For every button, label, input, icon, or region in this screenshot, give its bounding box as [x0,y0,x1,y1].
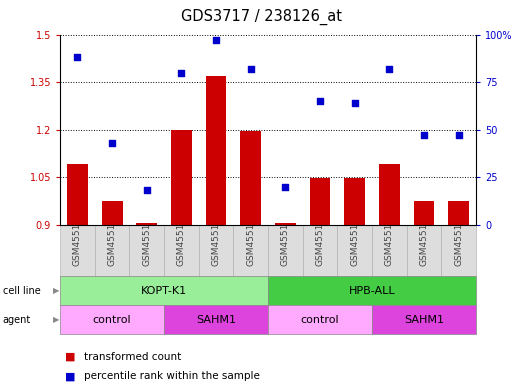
Text: percentile rank within the sample: percentile rank within the sample [84,371,259,381]
Text: GSM455122: GSM455122 [212,212,221,266]
Text: cell line: cell line [3,286,40,296]
Point [385,66,393,72]
Bar [310,179,331,225]
Bar [137,223,157,225]
Bar [414,201,434,225]
Text: agent: agent [3,314,31,325]
Text: SAHM1: SAHM1 [196,314,236,325]
Point [177,70,186,76]
Text: GSM455124: GSM455124 [385,212,394,266]
Bar [199,202,233,276]
Text: GSM455117: GSM455117 [142,212,151,266]
Point [108,140,116,146]
Bar [337,202,372,276]
Bar [441,202,476,276]
Point [281,184,290,190]
Text: GSM455123: GSM455123 [246,212,255,266]
Bar [60,202,95,276]
Bar [372,202,407,276]
Text: GSM455126: GSM455126 [454,212,463,266]
Text: GSM455120: GSM455120 [350,212,359,266]
Bar [407,202,441,276]
Point [212,37,220,43]
Bar [303,202,337,276]
Bar [60,276,268,305]
Text: GSM455119: GSM455119 [315,212,324,266]
Bar [67,164,88,225]
Text: ▶: ▶ [53,315,59,324]
Text: GSM455125: GSM455125 [419,212,428,266]
Bar [379,164,400,225]
Bar [164,305,268,334]
Bar [206,76,226,225]
Bar [372,305,476,334]
Bar [95,202,130,276]
Point [73,54,82,60]
Text: ■: ■ [65,371,76,381]
Bar [268,305,372,334]
Bar [101,201,122,225]
Text: ■: ■ [65,352,76,362]
Bar [448,201,469,225]
Point [143,187,151,194]
Bar [241,131,261,225]
Text: GSM455118: GSM455118 [281,212,290,266]
Bar [344,179,365,225]
Text: KOPT-K1: KOPT-K1 [141,286,187,296]
Text: GDS3717 / 238126_at: GDS3717 / 238126_at [181,9,342,25]
Point [454,132,463,138]
Bar [275,223,295,225]
Text: control: control [301,314,339,325]
Text: HPB-ALL: HPB-ALL [349,286,395,296]
Text: GSM455121: GSM455121 [177,212,186,266]
Text: ▶: ▶ [53,286,59,295]
Bar [171,130,192,225]
Bar [268,202,303,276]
Point [246,66,255,72]
Bar [60,305,164,334]
Bar [233,202,268,276]
Bar [129,202,164,276]
Text: GSM455115: GSM455115 [73,212,82,266]
Bar [164,202,199,276]
Text: transformed count: transformed count [84,352,181,362]
Bar [268,276,476,305]
Text: GSM455116: GSM455116 [108,212,117,266]
Point [316,98,324,104]
Text: control: control [93,314,131,325]
Text: SAHM1: SAHM1 [404,314,444,325]
Point [420,132,428,138]
Point [350,100,359,106]
